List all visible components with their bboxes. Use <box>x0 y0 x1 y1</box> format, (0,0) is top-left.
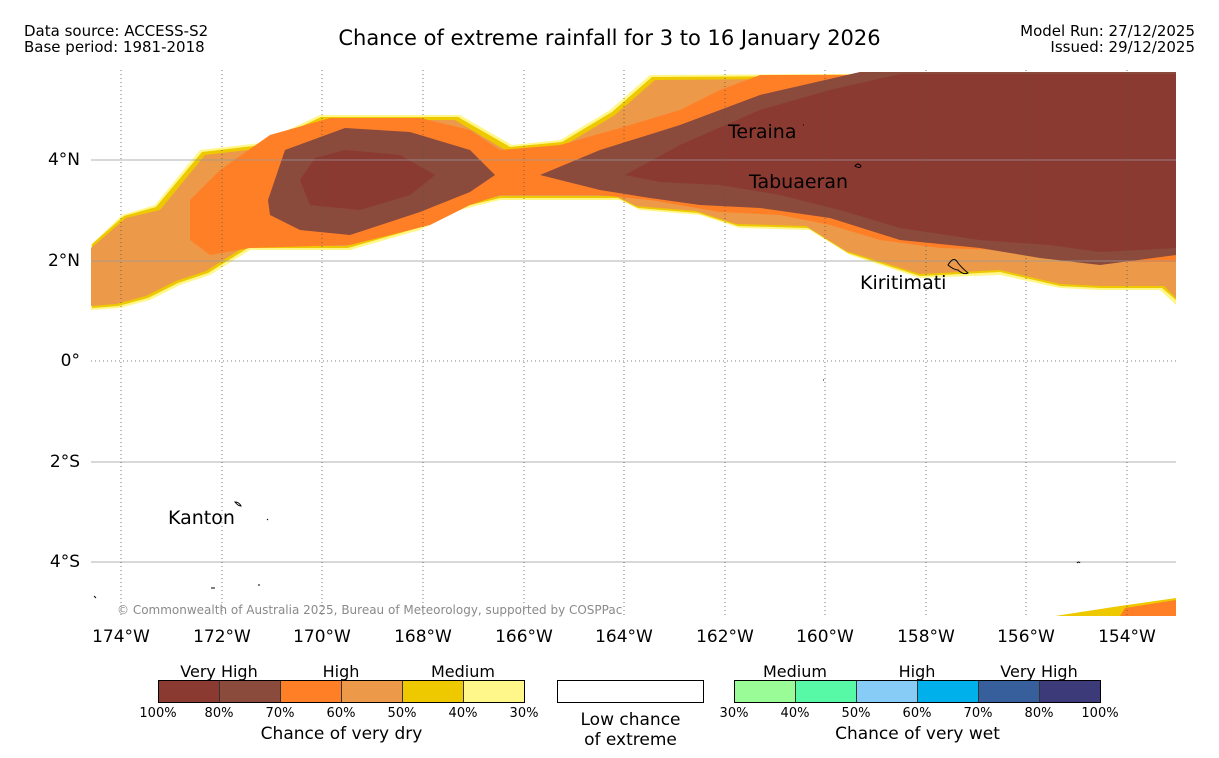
rainfall-map[interactable] <box>91 70 1176 616</box>
kiritimati-island <box>947 259 969 275</box>
lon-label: 156°W <box>997 627 1055 647</box>
model-run: Model Run: 27/12/2025 <box>1020 22 1195 40</box>
place-teraina: Teraina <box>728 121 797 143</box>
swatch-wet-30-40 <box>735 681 796 702</box>
region-dry-100-80 <box>300 150 435 210</box>
lon-label: 166°W <box>495 627 553 647</box>
header-right: Model Run: 27/12/2025 Issued: 29/12/2025 <box>1020 23 1195 55</box>
legend-wet-header: High <box>898 662 936 681</box>
base-period: Base period: 1981-2018 <box>24 38 205 56</box>
lat-label: 4°N <box>47 150 80 170</box>
data-source: Data source: ACCESS-S2 <box>24 22 209 40</box>
swatch-dry-100-80 <box>159 681 220 702</box>
legend-dry-header: Medium <box>431 662 495 681</box>
issued-date: Issued: 29/12/2025 <box>1050 38 1195 56</box>
islet-6 <box>1076 561 1081 564</box>
lon-label: 172°W <box>193 627 251 647</box>
lat-label: 0° <box>60 351 80 371</box>
legend-wet-title: Chance of very wet <box>835 724 1000 744</box>
swatch-dry-40-30 <box>464 681 524 702</box>
islet-4 <box>93 595 97 599</box>
tabuaeran-island <box>854 163 862 168</box>
legend-dry-header: High <box>322 662 360 681</box>
legend-low-chance-label: Low chance of extreme <box>557 710 704 750</box>
legend-dry-tick: 40% <box>448 706 478 721</box>
legend-wet-tick: 80% <box>1024 706 1054 721</box>
island-outlines <box>93 124 1081 599</box>
swatch-wet-70-80 <box>979 681 1040 702</box>
legend-wet-tick: 40% <box>780 706 810 721</box>
legend-low-chance-swatch <box>557 680 704 703</box>
swatch-wet-40-50 <box>796 681 857 702</box>
legend-wet-tick: 50% <box>841 706 871 721</box>
legend-wet-header: Very High <box>1000 662 1078 681</box>
swatch-wet-80-100 <box>1040 681 1100 702</box>
place-kanton: Kanton <box>168 507 235 529</box>
lon-label: 164°W <box>595 627 653 647</box>
lon-label: 168°W <box>394 627 452 647</box>
swatch-dry-80-70 <box>220 681 281 702</box>
legend-dry-tick: 50% <box>387 706 417 721</box>
legend-wet-tick: 60% <box>902 706 932 721</box>
legend-wet-header: Medium <box>763 662 827 681</box>
lon-label: 158°W <box>897 627 955 647</box>
lon-label: 160°W <box>796 627 854 647</box>
swatch-wet-50-60 <box>857 681 918 702</box>
lon-label: 174°W <box>92 627 150 647</box>
legend-wet-tick: 30% <box>719 706 749 721</box>
meridian-lines <box>120 70 1128 616</box>
lon-label: 170°W <box>293 627 351 647</box>
legend-wet-colorbar <box>734 680 1101 703</box>
swatch-dry-70-60 <box>281 681 342 702</box>
place-tabuaeran: Tabuaeran <box>749 171 849 193</box>
lon-label: 162°W <box>696 627 754 647</box>
lat-label: 4°S <box>49 552 80 572</box>
kanton-island <box>233 501 242 507</box>
grid-lines <box>91 159 1176 563</box>
swatch-dry-60-50 <box>342 681 403 702</box>
place-kiritimati: Kiritimati <box>860 272 947 294</box>
copyright-notice: © Commonwealth of Australia 2025, Bureau… <box>117 603 623 617</box>
legend-dry-tick: 70% <box>265 706 295 721</box>
legend-dry-header: Very High <box>180 662 258 681</box>
legend-dry-colorbar <box>158 680 525 703</box>
region-dry-100-80-east <box>625 74 1176 252</box>
lat-label: 2°S <box>49 452 80 472</box>
legend-wet-tick: 100% <box>1081 706 1119 721</box>
low-chance-line1: Low chance <box>580 710 681 730</box>
legend-dry-title: Chance of very dry <box>260 724 423 744</box>
legend-dry-tick: 100% <box>139 706 177 721</box>
page-title: Chance of extreme rainfall for 3 to 16 J… <box>338 26 881 50</box>
legend-wet-tick: 70% <box>963 706 993 721</box>
legend-dry-tick: 60% <box>326 706 356 721</box>
lon-label: 154°W <box>1098 627 1156 647</box>
map-svg <box>91 70 1176 616</box>
islet-3 <box>266 518 269 521</box>
low-chance-line2: of extreme <box>584 730 677 750</box>
header-left: Data source: ACCESS-S2 Base period: 1981… <box>24 23 208 55</box>
swatch-dry-50-40 <box>403 681 464 702</box>
swatch-wet-60-70 <box>918 681 979 702</box>
legend-dry-tick: 80% <box>204 706 234 721</box>
bottom-orange <box>1120 600 1176 616</box>
legend-dry-tick: 30% <box>509 706 539 721</box>
lat-label: 2°N <box>47 251 80 271</box>
